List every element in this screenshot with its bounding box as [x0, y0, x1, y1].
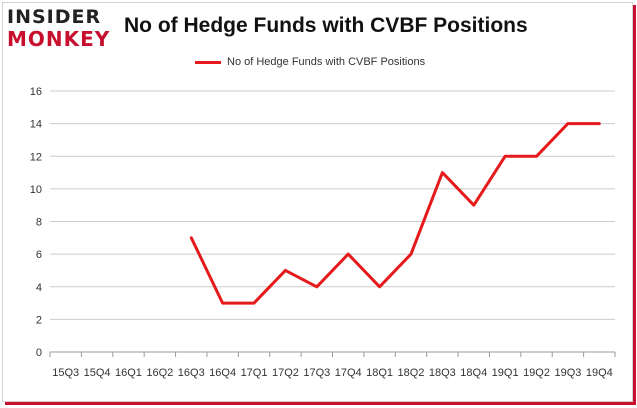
data-point: [598, 122, 601, 125]
x-tick-label: 15Q4: [84, 367, 111, 379]
y-tick-label: 16: [30, 86, 42, 98]
tick-labels: 0 2 4 6 8 10 12 14 16 15Q3 15Q4 16Q1 16Q2 16Q3 16Q4 17Q…: [30, 86, 613, 379]
x-tick-label: 16Q1: [115, 367, 142, 379]
x-tick-label: 18Q4: [460, 367, 487, 379]
x-tick-label: 15Q3: [52, 367, 79, 379]
x-tick-label: 16Q4: [209, 367, 236, 379]
x-tick-label: 18Q2: [398, 367, 425, 379]
data-point: [252, 301, 256, 305]
data-point: [535, 155, 538, 158]
data-point: [284, 269, 287, 272]
y-tick-label: 14: [30, 119, 42, 131]
data-point: [378, 285, 381, 288]
data-point: [190, 236, 193, 240]
x-tick-label: 19Q1: [492, 367, 519, 379]
y-tick-label: 6: [36, 249, 42, 261]
data-point: [472, 203, 475, 207]
y-tick-label: 4: [36, 282, 42, 294]
chart-frame: [2, 2, 633, 402]
data-point: [221, 301, 224, 305]
data-point: [315, 285, 319, 288]
x-tick-label: 19Q3: [554, 367, 581, 379]
data-point: [409, 252, 413, 256]
x-tick-label: 17Q1: [241, 367, 268, 379]
y-tick-label: 0: [36, 347, 42, 359]
y-tick-label: 12: [30, 151, 42, 163]
logo-text-monkey: MONKEY: [7, 27, 111, 51]
y-tick-label: 8: [36, 217, 42, 229]
insider-monkey-logo: INSIDER MONKEY: [7, 6, 117, 54]
x-tick-label: 17Q3: [303, 367, 330, 379]
x-tick-label: 17Q2: [272, 367, 299, 379]
x-tick-label: 16Q3: [178, 367, 205, 379]
legend-swatch: [195, 60, 221, 64]
logo-text-insider: INSIDER: [7, 6, 102, 28]
data-point: [441, 171, 444, 174]
axes: [49, 351, 616, 357]
data-point: [346, 252, 350, 256]
chart-legend: No of Hedge Funds with CVBF Positions: [195, 56, 425, 68]
x-tick-label: 19Q4: [586, 367, 613, 379]
data-point: [566, 122, 570, 125]
x-tick-label: 17Q4: [335, 367, 362, 379]
x-tick-label: 18Q3: [429, 367, 456, 379]
y-tick-label: 10: [30, 184, 42, 196]
chart-title: No of Hedge Funds with CVBF Positions: [124, 14, 528, 37]
y-tick-label: 2: [36, 314, 42, 326]
series-layer: [189, 122, 601, 305]
x-tick-label: 19Q2: [523, 367, 550, 379]
gridlines: [50, 90, 615, 320]
x-tick-label: 18Q1: [366, 367, 393, 379]
x-tick-label: 16Q2: [146, 367, 173, 379]
data-point: [503, 155, 507, 158]
legend-label: No of Hedge Funds with CVBF Positions: [227, 56, 426, 68]
series-line-0: [189, 122, 601, 305]
